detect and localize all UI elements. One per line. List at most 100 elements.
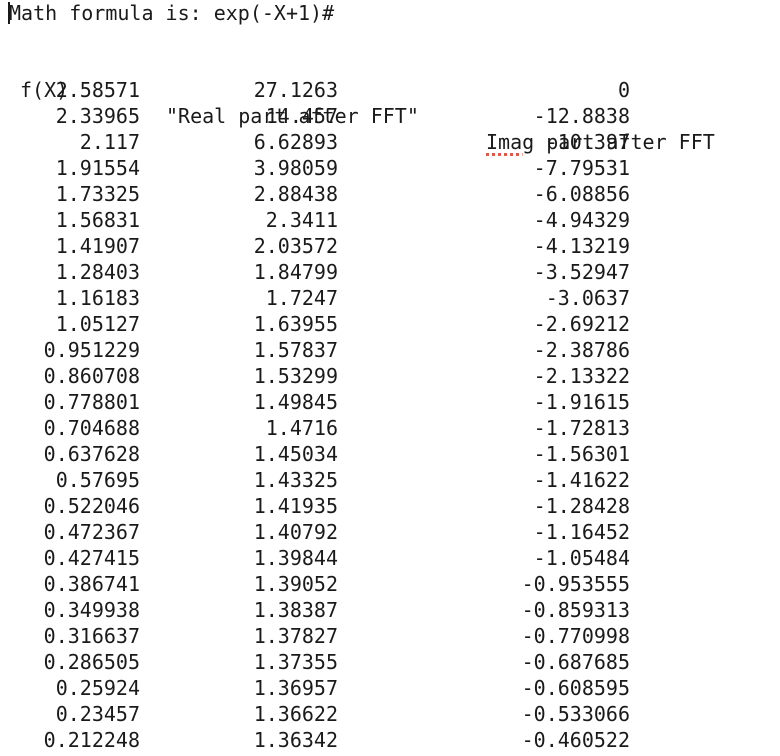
cell-imag: -0.859313 [521,598,630,622]
table-row: 2.33965 14.457 -12.8838 [0,103,780,129]
cell-imag: -1.91615 [533,390,630,414]
cell-fx: 1.73325 [55,182,140,206]
header-real: "Real part after FFT" [166,104,419,128]
cell-real: 1.37355 [253,650,338,674]
table-row: 1.91554 3.98059 -7.79531 [0,155,780,181]
cell-fx: 0.472367 [43,520,140,544]
table-row: 2.58571 27.1263 0 [0,77,780,103]
prompt-line: Math formula is: exp(-X+1)# [0,0,334,26]
cell-fx: 0.951229 [43,338,140,362]
cell-imag: -1.41622 [533,468,630,492]
cell-imag: -3.0637 [545,286,630,310]
cell-fx: 0.386741 [43,572,140,596]
cell-real: 3.98059 [253,156,338,180]
prompt-text: Math formula is: exp(-X+1)# [9,1,335,25]
cell-fx: 2.58571 [55,78,140,102]
cell-real: 1.37827 [253,624,338,648]
cell-fx: 0.212248 [43,728,140,752]
table-row: 0.386741 1.39052 -0.953555 [0,571,780,597]
cell-fx: 2.33965 [55,104,140,128]
table-row: 0.427415 1.39844 -1.05484 [0,545,780,571]
table-row: 0.316637 1.37827 -0.770998 [0,623,780,649]
table-row: 1.56831 2.3411 -4.94329 [0,207,780,233]
cell-imag: -1.16452 [533,520,630,544]
table-row: 2.117 6.62893 -10.397 [0,129,780,155]
cell-fx: 1.16183 [55,286,140,310]
cell-imag: 0 [617,78,630,102]
table-row: 0.860708 1.53299 -2.13322 [0,363,780,389]
cell-real: 27.1263 [253,78,338,102]
cell-imag: -1.28428 [533,494,630,518]
cell-fx: 0.637628 [43,442,140,466]
table-row: 1.28403 1.84799 -3.52947 [0,259,780,285]
table-row: 0.25924 1.36957 -0.608595 [0,675,780,701]
cell-imag: -3.52947 [533,260,630,284]
table-row: 0.23457 1.36622 -0.533066 [0,701,780,727]
table-row: 0.778801 1.49845 -1.91615 [0,389,780,415]
text-cursor [8,2,10,24]
table-row: 1.05127 1.63955 -2.69212 [0,311,780,337]
cell-fx: 1.28403 [55,260,140,284]
table-row: 1.73325 2.88438 -6.08856 [0,181,780,207]
cell-imag: -0.953555 [521,572,630,596]
cell-imag: -12.8838 [533,104,630,128]
cell-imag: -0.533066 [521,702,630,726]
cell-real: 6.62893 [253,130,338,154]
table-row: 0.522046 1.41935 -1.28428 [0,493,780,519]
cell-fx: 0.704688 [43,416,140,440]
cell-real: 1.43325 [253,468,338,492]
cell-real: 1.4716 [265,416,338,440]
cell-real: 2.88438 [253,182,338,206]
cell-imag: -2.13322 [533,364,630,388]
cell-real: 1.39844 [253,546,338,570]
header-imag: Imag part after FFT [486,129,715,155]
cell-fx: 0.316637 [43,624,140,648]
cell-imag: -7.79531 [533,156,630,180]
cell-fx: 1.56831 [55,208,140,232]
cell-real: 1.45034 [253,442,338,466]
cell-fx: 0.522046 [43,494,140,518]
cell-real: 1.41935 [253,494,338,518]
table-row: 0.637628 1.45034 -1.56301 [0,441,780,467]
cell-real: 1.49845 [253,390,338,414]
cell-fx: 0.23457 [55,702,140,726]
cell-real: 1.39052 [253,572,338,596]
cell-real: 1.36342 [253,728,338,752]
table-row: 1.16183 1.7247 -3.0637 [0,285,780,311]
cell-imag: -10.397 [545,130,630,154]
cell-fx: 0.57695 [55,468,140,492]
cell-fx: 1.91554 [55,156,140,180]
table-row: 0.212248 1.36342 -0.460522 [0,727,780,753]
cell-real: 1.57837 [253,338,338,362]
cell-fx: 0.25924 [55,676,140,700]
header-fx: f(X) [20,78,69,102]
cell-fx: 0.427415 [43,546,140,570]
table-row: 0.472367 1.40792 -1.16452 [0,519,780,545]
cell-real: 1.84799 [253,260,338,284]
table-row: 0.57695 1.43325 -1.41622 [0,467,780,493]
cell-imag: -4.13219 [533,234,630,258]
cell-imag: -1.56301 [533,442,630,466]
cell-real: 2.03572 [253,234,338,258]
cell-real: 1.38387 [253,598,338,622]
cell-imag: -2.69212 [533,312,630,336]
cell-fx: 2.117 [79,130,140,154]
cell-real: 1.40792 [253,520,338,544]
table-row: 0.704688 1.4716 -1.72813 [0,415,780,441]
cell-fx: 0.778801 [43,390,140,414]
cell-imag: -1.72813 [533,416,630,440]
table-header: f(X) "Real part after FFT" Imag part aft… [0,51,780,154]
cell-real: 14.457 [265,104,338,128]
cell-fx: 0.349938 [43,598,140,622]
cell-imag: -1.05484 [533,546,630,570]
cell-real: 1.63955 [253,312,338,336]
cell-imag: -6.08856 [533,182,630,206]
cell-real: 2.3411 [265,208,338,232]
cell-fx: 1.41907 [55,234,140,258]
header-imag-rest: part after FFT [534,130,715,154]
header-imag-spellcheck-word: Imag [486,130,535,154]
cell-imag: -2.38786 [533,338,630,362]
cell-imag: -0.608595 [521,676,630,700]
cell-imag: -0.770998 [521,624,630,648]
